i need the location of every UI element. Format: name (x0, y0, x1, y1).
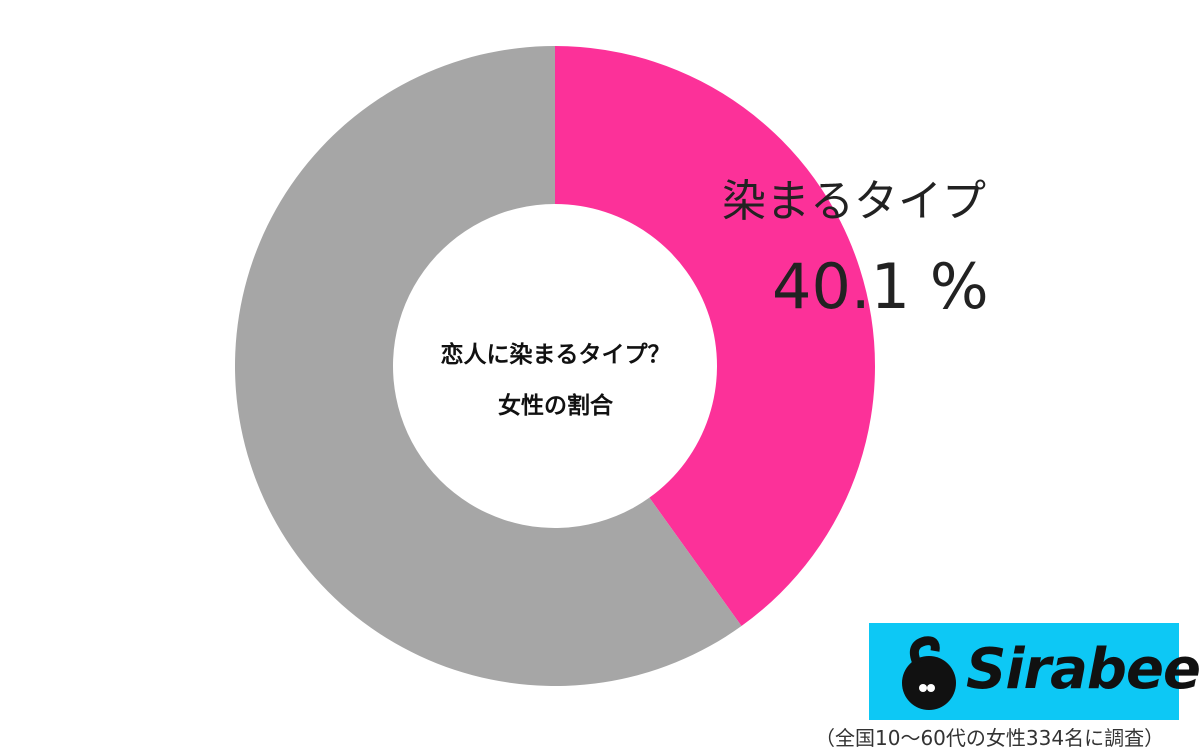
slice-value-label: 40.1 % (772, 250, 989, 323)
donut-slice-0 (555, 46, 875, 627)
chart-title-line-1: 恋人に染まるタイプ？ (440, 342, 671, 368)
sirabee-logo: Sirabee (869, 623, 1200, 720)
survey-footnote: （全国10～60代の女性334名に調査） (815, 726, 1165, 750)
logo-text: Sirabee (966, 637, 1200, 702)
sirabee-mascot-icon (902, 636, 956, 710)
slice-label: 染まるタイプ (722, 176, 986, 227)
chart-title-line-2: 女性の割合 (498, 393, 613, 419)
donut-slice-1 (235, 46, 742, 686)
